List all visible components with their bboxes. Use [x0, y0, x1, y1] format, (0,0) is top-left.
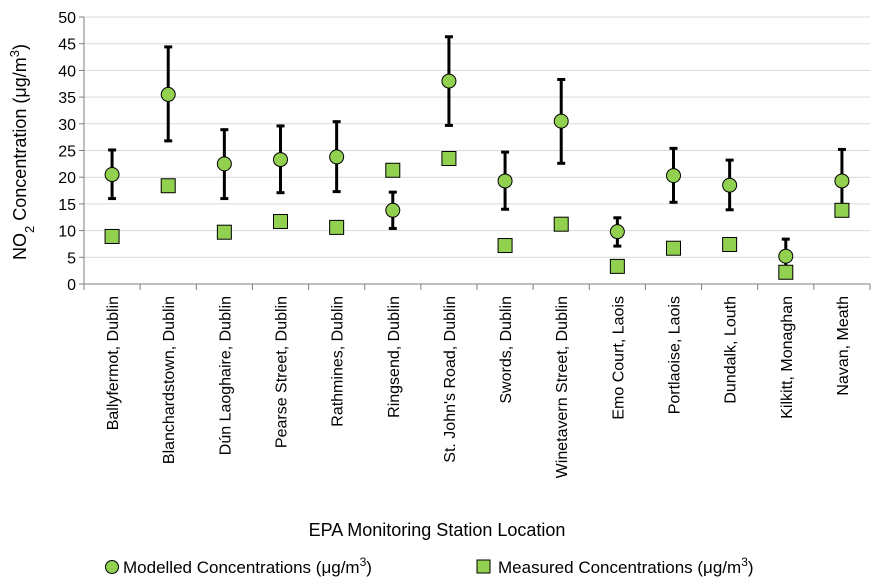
x-tick-label: Rathmines, Dublin [330, 296, 347, 427]
x-tick-label: Pearse Street, Dublin [274, 296, 291, 448]
modelled-point [778, 248, 794, 264]
x-axis-title: EPA Monitoring Station Location [309, 520, 566, 540]
y-axis-title: NO2 Concentration (μg/m3) [7, 44, 37, 260]
measured-point [553, 216, 569, 232]
y-tick-label: 25 [58, 144, 76, 161]
measured-point [104, 228, 120, 244]
x-tick-label: St. John's Road, Dublin [442, 296, 459, 463]
x-tick-label: Winetavern Street, Dublin [554, 296, 571, 478]
legend-item-measured: Measured Concentrations (μg/m3) [476, 555, 754, 577]
x-tick-label: Ballyfermot, Dublin [105, 296, 122, 430]
x-tick-label: Swords, Dublin [498, 296, 515, 404]
legend-circle-marker [105, 560, 119, 574]
y-tick-label: 30 [58, 117, 76, 134]
measured-point [273, 214, 288, 230]
modelled-point [722, 177, 738, 193]
modelled-point [609, 224, 625, 240]
modelled-point [104, 167, 120, 183]
modelled-point [385, 202, 401, 218]
x-tick-label: Blanchardstown, Dublin [161, 296, 178, 464]
x-tick-label: Dundalk, Louth [723, 296, 740, 404]
measured-point [834, 202, 850, 218]
measured-point [609, 258, 625, 274]
measured-point [778, 264, 794, 280]
x-tick-label: Portlaoise, Laois [667, 296, 684, 414]
y-tick-label: 50 [58, 10, 76, 27]
measured-point [497, 238, 513, 254]
measured-point [666, 240, 681, 256]
modelled-point [273, 152, 288, 168]
x-tick-label: Dún Laoghaire, Dublin [217, 296, 234, 455]
y-tick-label: 5 [67, 250, 76, 267]
measured-point [385, 162, 401, 178]
y-tick-label: 20 [58, 170, 76, 187]
measured-point [441, 151, 457, 167]
legend-label-modelled: Modelled Concentrations (μg/m3) [123, 555, 372, 577]
y-tick-label: 0 [67, 277, 76, 294]
y-tick-label: 45 [58, 37, 76, 54]
legend: Modelled Concentrations (μg/m3) Measured… [105, 555, 754, 577]
modelled-point [160, 86, 176, 102]
x-tick-labels: Ballyfermot, Dublin Blanchardstown, Dubli… [105, 296, 852, 478]
y-tick-label: 15 [58, 197, 76, 214]
modelled-point [553, 113, 569, 129]
measured-point [329, 219, 345, 235]
y-tick-label: 40 [58, 63, 76, 80]
axes [79, 16, 871, 290]
x-tick-label: Navan, Meath [835, 296, 852, 396]
modelled-point [834, 173, 850, 189]
x-tick-label: Ringsend, Dublin [386, 296, 403, 418]
measured-point [722, 236, 738, 252]
modelled-point [441, 73, 457, 89]
data-markers [104, 73, 850, 280]
gridlines [84, 16, 870, 258]
y-tick-label: 10 [58, 224, 76, 241]
modelled-point [329, 149, 345, 165]
modelled-point [666, 168, 681, 184]
x-tick-label: Emo Court, Laois [610, 296, 627, 420]
x-tick-label: Kilkitt, Monaghan [779, 296, 796, 419]
y-tick-labels: 0 5 10 15 20 25 30 35 40 45 50 [58, 10, 76, 294]
legend-label-measured: Measured Concentrations (μg/m3) [498, 555, 754, 577]
measured-point [160, 178, 176, 194]
modelled-point [216, 156, 232, 172]
modelled-point [497, 173, 513, 189]
measured-point [216, 224, 232, 240]
y-tick-label: 35 [58, 90, 76, 107]
legend-item-modelled: Modelled Concentrations (μg/m3) [105, 555, 372, 577]
legend-square-marker [476, 559, 491, 574]
